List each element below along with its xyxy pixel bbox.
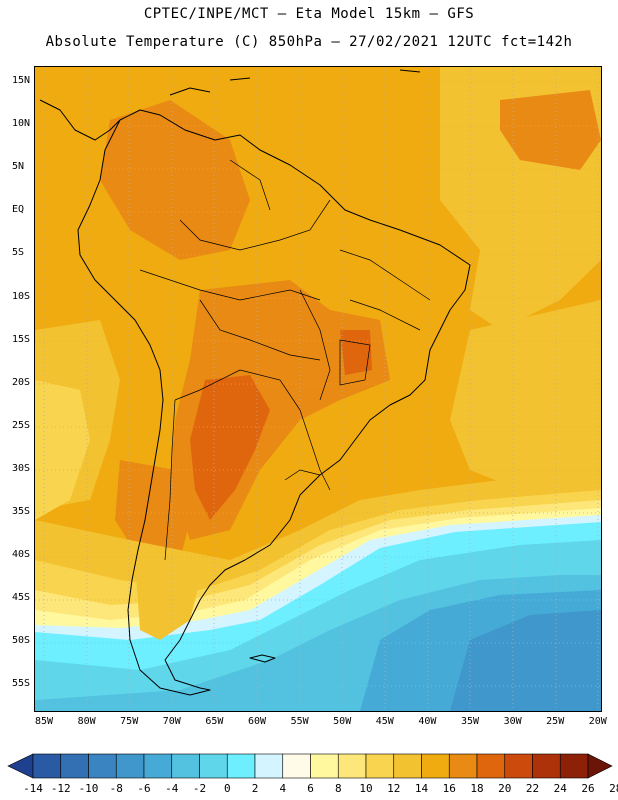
field-14-16-pacific: [35, 380, 90, 520]
colorbar-label: -10: [78, 782, 99, 795]
field-22-24-chaco: [190, 375, 270, 520]
colorbar: [7, 753, 613, 779]
field-20-22-north: [100, 100, 250, 260]
colorbar-label: 28: [609, 782, 618, 795]
colorbar-segment: [88, 753, 117, 779]
coastline-caribbean: [169, 69, 421, 96]
colorbar-label: 18: [470, 782, 484, 795]
colorbar-label: 8: [334, 782, 342, 795]
map-frame: [34, 66, 602, 712]
colorbar-segment: [143, 753, 173, 779]
colorbar-segment: [199, 753, 228, 779]
lat-label: 45S: [12, 592, 31, 604]
coastline-falklands: [249, 654, 276, 663]
colorbar-segment: [421, 753, 450, 779]
lat-label: 20S: [12, 376, 31, 388]
lat-label: 5N: [12, 161, 25, 173]
lat-label: 10N: [12, 118, 31, 130]
title-line-1: CPTEC/INPE/MCT — Eta Model 15km — GFS: [143, 6, 475, 22]
colorbar-label: 14: [414, 782, 429, 795]
lon-label: 75W: [120, 716, 139, 727]
coastline-south-america: [77, 109, 471, 696]
colorbar-right-arrow: [587, 753, 613, 779]
colorbar-segment: [504, 753, 533, 779]
coastlines: [39, 69, 471, 696]
lon-label: 85W: [34, 716, 54, 727]
colorbar-label: 0: [223, 782, 231, 795]
colorbar-left-arrow: [7, 753, 34, 779]
title-line-2: Absolute Temperature (C) 850hPa — 27/02/…: [45, 34, 573, 50]
colorbar-segment: [559, 753, 589, 779]
colorbar-label: 2: [251, 782, 259, 795]
lat-label: 5S: [12, 247, 25, 259]
lat-label: 25S: [12, 419, 31, 431]
lat-label: 50S: [12, 635, 31, 647]
colorbar-label: 6: [307, 782, 314, 795]
colorbar-segment: [393, 753, 422, 779]
colorbar-segment: [532, 753, 561, 779]
colorbar-label: 26: [581, 782, 595, 795]
lon-label: 35W: [460, 716, 480, 727]
colorbar-label: 4: [279, 782, 287, 795]
colorbar-label: -4: [165, 782, 179, 795]
colorbar-label: 12: [387, 782, 401, 795]
lon-label: 30W: [503, 716, 522, 727]
lat-label: 40S: [12, 549, 31, 561]
colorbar-segment: [476, 753, 506, 779]
lat-label: 10S: [12, 290, 31, 302]
colorbar-segment: [254, 753, 284, 779]
colorbar-label: 10: [359, 782, 373, 795]
colorbar-segment: [171, 753, 200, 779]
coastline-central-america: [39, 99, 121, 141]
lon-label: 55W: [290, 716, 309, 727]
lon-label: 60W: [247, 716, 267, 727]
colorbar-segment: [365, 753, 395, 779]
borders: [139, 159, 431, 561]
colorbar-label: -14: [23, 782, 43, 795]
colorbar-segment: [448, 753, 478, 779]
lat-label: 15N: [12, 75, 31, 86]
lat-label: 15S: [12, 333, 31, 345]
lon-label: 50W: [333, 716, 352, 727]
colorbar-segment: [115, 753, 145, 779]
lon-label: 80W: [77, 716, 96, 727]
lat-label: 55S: [12, 678, 31, 690]
colorbar-segment: [310, 753, 339, 779]
colorbar-label: 22: [525, 782, 540, 795]
field-16-18-east-atlantic: [450, 300, 601, 490]
lon-label: 20W: [588, 716, 607, 727]
colorbar-label: 16: [442, 782, 456, 795]
lat-label: 30S: [12, 462, 31, 474]
colorbar-segment: [282, 753, 311, 779]
field-20-22-atlantic-ne: [500, 90, 601, 170]
colorbar-segment: [60, 753, 89, 779]
colorbar-label: -6: [137, 782, 151, 795]
colorbar-label: 20: [498, 782, 512, 795]
colorbar-segment: [337, 753, 367, 779]
colorbar-segment: [32, 753, 62, 779]
colorbar-label: -2: [192, 782, 207, 795]
temperature-field: [35, 67, 601, 711]
lon-label: 45W: [375, 716, 394, 727]
lat-label: EQ: [12, 204, 25, 216]
colorbar-label: -8: [109, 782, 123, 795]
colorbar-segment: [226, 753, 256, 779]
colorbar-label: -12: [50, 782, 71, 795]
lat-label: 35S: [12, 506, 31, 517]
lon-label: 70W: [162, 716, 181, 727]
lon-label: 40W: [418, 716, 437, 727]
field-20-22-patagonia: [115, 460, 190, 560]
lon-label: 25W: [546, 716, 565, 727]
lon-label: 65W: [205, 716, 224, 727]
colorbar-label: 24: [553, 782, 567, 795]
